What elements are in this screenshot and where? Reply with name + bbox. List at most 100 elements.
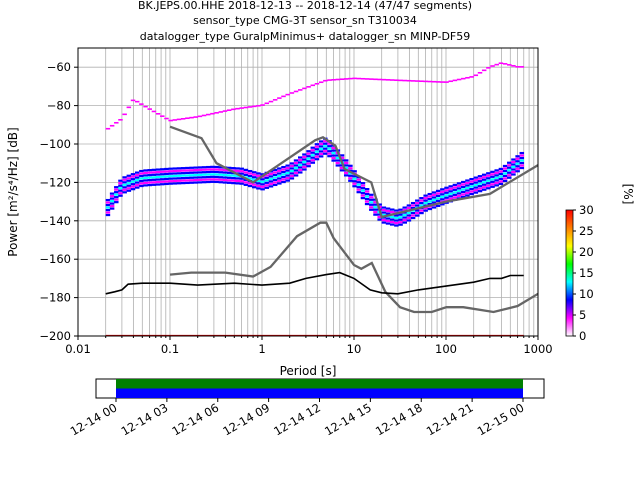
heat-cell [469,182,474,186]
heat-cell [114,201,119,204]
heat-cell [189,174,194,177]
heat-cell [360,197,366,200]
heat-cell [126,189,132,192]
heat-cell [185,174,190,177]
heat-cell [469,177,474,181]
heat-cell [109,197,115,200]
heat-cell [352,175,357,178]
colorbar-tick-label: 30 [579,203,594,217]
heat-cell [281,173,286,176]
heat-cell [239,167,244,170]
heat-cell [381,218,387,222]
heat-cell [226,171,232,174]
heat-cell [507,169,512,172]
heat-cell [264,179,270,182]
density-heatmap [105,62,525,337]
heat-cell [139,172,144,175]
colorbar-tick-label: 20 [579,245,594,259]
heat-cell-upper [214,112,219,114]
heat-cell [348,177,353,180]
heat-cell [360,184,366,187]
heat-cell-upper [139,103,144,105]
heat-cell [515,155,520,158]
heat-cell [155,168,161,171]
heat-cell [277,174,282,178]
heat-cell [502,169,508,173]
heat-cell [260,173,265,176]
heat-cell [122,176,127,179]
heat-cell [490,170,495,173]
heat-cell [210,170,215,173]
heat-cell-upper [427,80,433,83]
heat-cell [306,162,311,165]
heat-cell [406,211,412,215]
heat-cell [268,175,274,178]
heat-cell [118,189,123,192]
heat-cell [415,201,420,205]
heat-cell [285,179,290,182]
heat-cell [239,182,244,185]
heat-cell [402,208,407,212]
heat-cell [210,173,215,176]
heat-cell-upper [477,71,483,74]
heat-cell [218,178,224,181]
heat-cell [193,173,198,177]
heat-cell-upper [235,107,240,110]
heat-cell [369,196,374,199]
heat-cell [318,150,324,153]
heat-cell [327,152,332,155]
heat-cell [431,198,437,202]
heat-cell [511,163,516,166]
heat-cell [168,172,173,175]
heat-cell [377,218,382,221]
heat-cell-upper [109,124,115,127]
heat-cell [519,151,525,155]
heat-cell [264,184,270,187]
heat-cell [385,212,391,215]
heat-cell [385,219,391,223]
heat-cell [406,216,412,220]
heat-cell [147,184,152,187]
heat-cell-upper [277,97,282,99]
heat-cell-upper [364,78,370,80]
heat-cell [381,206,387,209]
heat-cell [118,194,123,197]
y-tick-label: −140 [39,214,71,228]
heat-cell [268,185,274,188]
heat-cell [385,217,391,220]
title-line-1: BK.JEPS.00.HHE 2018-12-13 -- 2018-12-14 … [138,0,472,12]
heat-cell [498,172,504,176]
heat-cell [185,171,190,175]
heat-cell [210,165,215,168]
heat-cell [293,166,299,170]
heat-cell [310,146,316,149]
heat-cell-upper [490,65,495,67]
heat-cell [189,176,194,179]
heat-cell-upper [256,104,261,107]
heat-cell [419,197,424,200]
heat-cell [335,156,341,160]
time-tick-label: 12-14 18 [373,400,425,438]
heat-cell [511,168,516,171]
heat-cell [507,164,512,167]
heat-cell-upper [394,79,399,82]
heat-cell-upper [456,78,462,81]
heat-cell [210,168,215,171]
colorbar-tick-label: 5 [579,308,586,322]
heat-cell [331,147,336,150]
heat-cell [448,190,453,193]
time-bar-coverage-row-2 [116,388,523,398]
heat-cell [143,179,148,182]
heat-cell [193,181,198,184]
heat-cell [494,176,499,179]
heat-cell [461,195,466,199]
heat-cell-upper [415,80,420,82]
heat-cell [511,170,516,174]
heat-cell-upper [448,80,453,83]
heat-cell [260,185,265,188]
heat-cell-upper [201,114,207,117]
heat-cell [498,170,504,173]
heat-cell-upper [481,69,487,72]
heat-cell [519,156,525,160]
heat-cell [185,166,190,170]
